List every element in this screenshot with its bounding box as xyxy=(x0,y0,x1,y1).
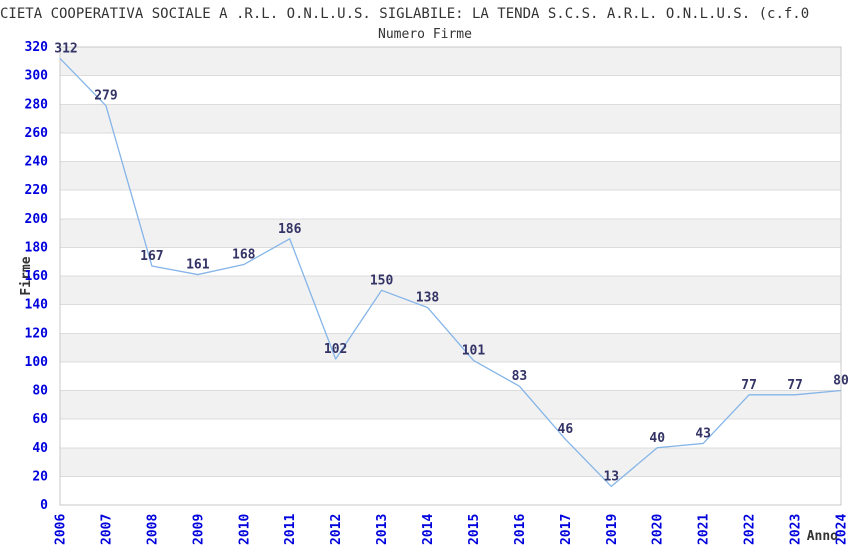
data-label: 150 xyxy=(370,273,394,288)
y-tick-label: 0 xyxy=(40,498,48,513)
data-label: 77 xyxy=(741,378,757,393)
y-tick-label: 180 xyxy=(25,240,49,255)
data-label: 186 xyxy=(278,222,302,237)
x-tick-label: 2021 xyxy=(697,514,712,545)
data-label: 279 xyxy=(94,89,117,104)
data-label: 167 xyxy=(140,249,163,264)
x-tick-label: 2024 xyxy=(835,514,850,545)
x-tick-label: 2009 xyxy=(191,514,206,545)
y-tick-label: 280 xyxy=(25,97,49,112)
x-tick-label: 2020 xyxy=(651,514,666,545)
x-tick-label: 2012 xyxy=(329,514,344,545)
x-tick-label: 2010 xyxy=(237,514,252,545)
x-tick-label: 2013 xyxy=(375,514,390,545)
y-tick-label: 140 xyxy=(25,298,49,313)
data-label: 13 xyxy=(603,469,619,484)
plot-band xyxy=(60,390,841,420)
y-tick-label: 20 xyxy=(32,469,48,484)
x-tick-label: 2011 xyxy=(283,514,298,545)
y-tick-label: 200 xyxy=(25,212,49,227)
page-title: CIETA COOPERATIVA SOCIALE A .R.L. O.N.L.… xyxy=(0,6,810,22)
y-tick-label: 240 xyxy=(25,155,49,170)
plot-band xyxy=(60,333,841,362)
data-label: 43 xyxy=(695,426,711,441)
plot-band xyxy=(60,161,841,191)
plot-band xyxy=(60,104,841,133)
y-tick-label: 220 xyxy=(25,183,49,198)
data-label: 101 xyxy=(462,343,486,358)
x-tick-label: 2022 xyxy=(743,514,758,545)
x-tick-label: 2017 xyxy=(559,514,574,545)
plot-band xyxy=(60,276,841,305)
plot-band xyxy=(60,218,841,248)
y-tick-label: 300 xyxy=(25,69,49,84)
series-line xyxy=(59,57,842,488)
x-tick-label: 2015 xyxy=(467,514,482,545)
x-tick-label: 2023 xyxy=(789,514,804,545)
data-label: 161 xyxy=(186,258,210,273)
plot-band xyxy=(60,47,841,76)
plot-band xyxy=(60,447,841,477)
data-label: 138 xyxy=(416,290,440,305)
plot-border xyxy=(59,46,842,506)
x-tick-label: 2016 xyxy=(513,514,528,545)
y-tick-label: 40 xyxy=(32,441,48,456)
y-tick-label: 60 xyxy=(32,412,48,427)
data-label: 80 xyxy=(833,374,849,389)
data-label: 77 xyxy=(787,378,803,393)
x-tick-label: 2007 xyxy=(99,514,114,545)
y-tick-label: 320 xyxy=(25,40,49,55)
y-tick-label: 160 xyxy=(25,269,49,284)
x-tick-label: 2014 xyxy=(421,514,436,545)
y-tick-label: 80 xyxy=(32,384,48,399)
data-label: 102 xyxy=(324,342,347,357)
y-tick-label: 120 xyxy=(25,326,49,341)
y-tick-label: 100 xyxy=(25,355,49,370)
data-label: 40 xyxy=(649,431,665,446)
x-tick-label: 2019 xyxy=(605,514,620,545)
y-tick-label: 260 xyxy=(25,126,49,141)
data-label: 168 xyxy=(232,248,256,263)
x-axis-title: Anno xyxy=(806,529,838,544)
x-tick-label: 2006 xyxy=(54,514,69,545)
data-label: 312 xyxy=(54,41,77,56)
data-label: 83 xyxy=(512,369,528,384)
chart-subtitle: Numero Firme xyxy=(378,27,472,42)
data-label: 46 xyxy=(558,422,574,437)
x-tick-label: 2008 xyxy=(145,514,160,545)
